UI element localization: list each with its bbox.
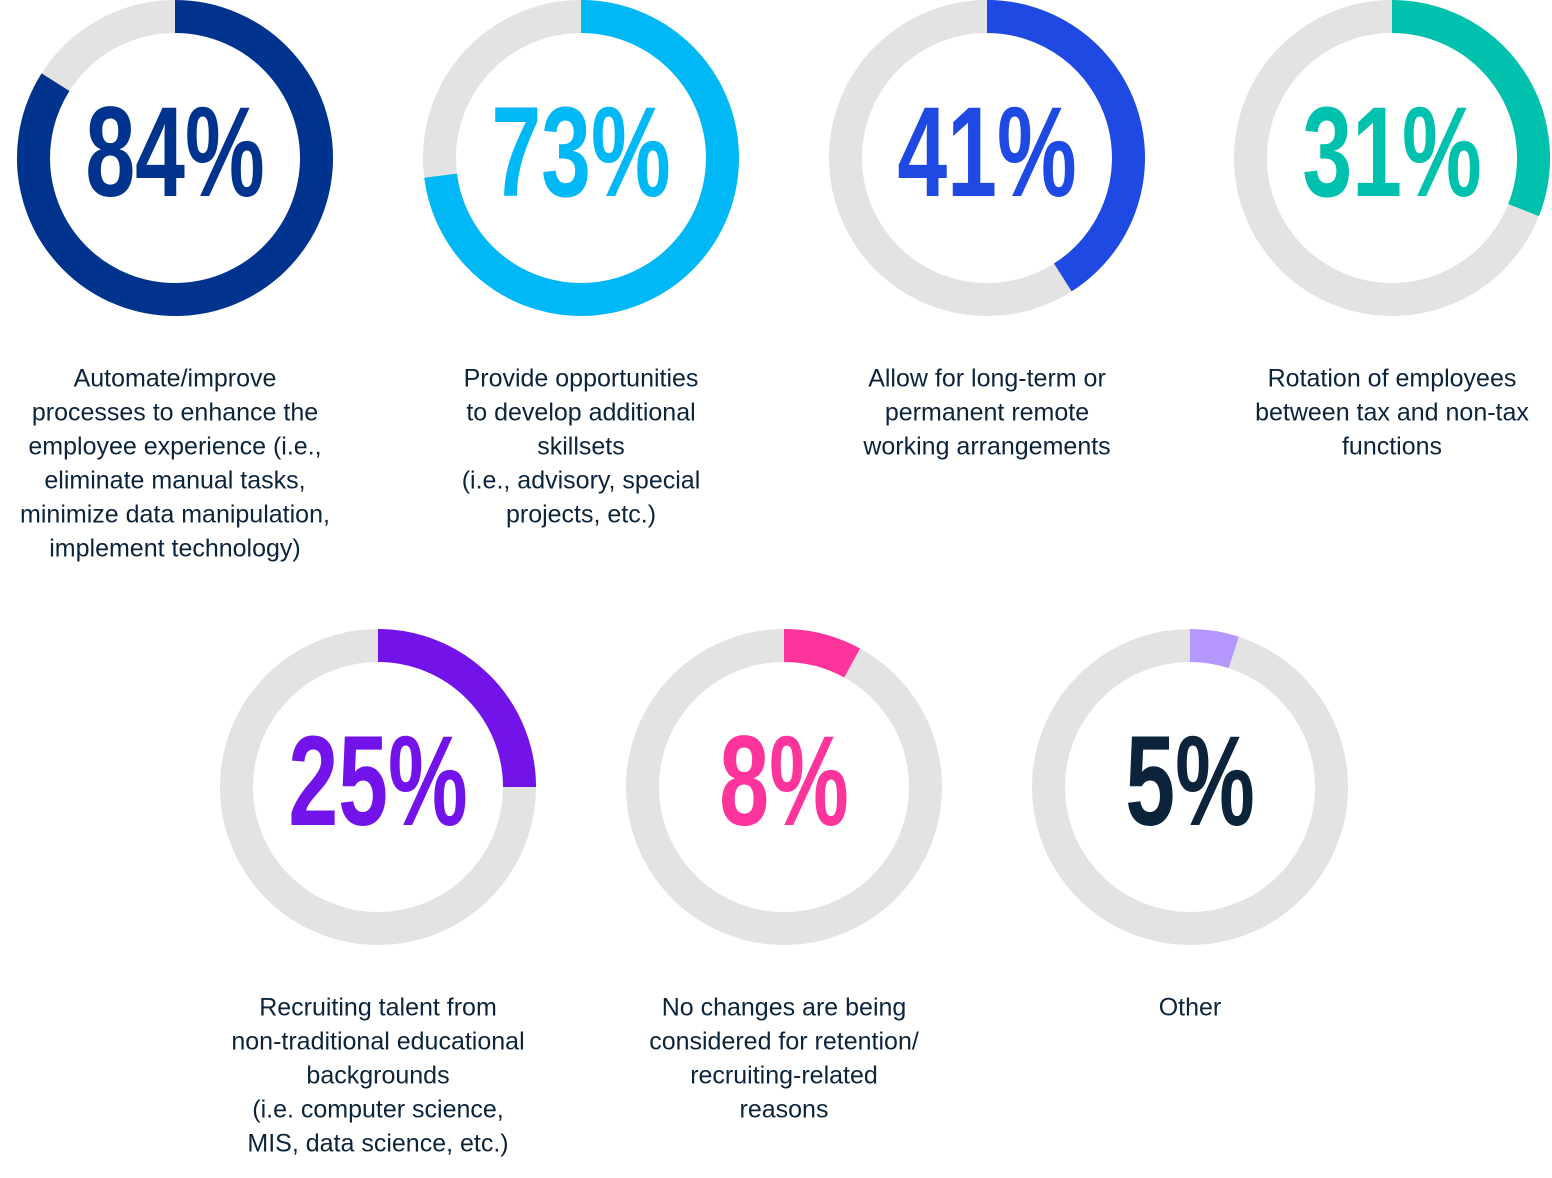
donut-arc — [377, 629, 536, 788]
donut-arc — [17, 0, 333, 316]
category-label: recruiting-related — [690, 1062, 878, 1090]
category-label: MIS, data science, etc.) — [247, 1130, 508, 1158]
donut-arc — [783, 629, 861, 678]
category-label: skillsets — [537, 433, 625, 461]
value-label: 5% — [1125, 710, 1254, 853]
category-label: functions — [1342, 433, 1442, 461]
category-label: processes to enhance the — [32, 399, 318, 427]
category-label: projects, etc.) — [506, 501, 656, 529]
value-label: 73% — [491, 81, 670, 224]
category-label: employee experience (i.e., — [28, 433, 321, 461]
category-label: between tax and non-tax — [1255, 399, 1529, 427]
value-label: 31% — [1302, 81, 1481, 224]
category-label: eliminate manual tasks, — [44, 467, 305, 495]
category-label: (i.e. computer science, — [252, 1096, 504, 1124]
donut-arc — [424, 0, 739, 316]
category-label: No changes are being — [662, 994, 907, 1022]
category-label: (i.e., advisory, special — [462, 467, 701, 495]
category-label: Other — [1159, 994, 1222, 1022]
category-label: Allow for long-term or — [868, 365, 1106, 393]
category-label: to develop additional — [466, 399, 695, 427]
donut-arc — [1189, 629, 1239, 669]
category-label: considered for retention/ — [649, 1028, 919, 1056]
category-label: reasons — [740, 1096, 829, 1124]
category-label: Rotation of employees — [1268, 365, 1517, 393]
category-label: backgrounds — [306, 1062, 449, 1090]
value-label: 25% — [288, 710, 467, 853]
category-label: non-traditional educational — [231, 1028, 524, 1056]
value-label: 84% — [85, 81, 264, 224]
donut-arc — [1391, 0, 1550, 217]
category-label: permanent remote — [885, 399, 1089, 427]
donut-arc — [986, 0, 1145, 292]
category-label: Automate/improve — [74, 365, 277, 393]
value-label: 41% — [897, 81, 1076, 224]
category-label: minimize data manipulation, — [20, 501, 330, 529]
value-label: 8% — [719, 710, 848, 853]
category-label: working arrangements — [862, 433, 1110, 461]
category-label: implement technology) — [49, 535, 301, 563]
category-label: Recruiting talent from — [259, 994, 497, 1022]
category-label: Provide opportunities — [464, 365, 699, 393]
